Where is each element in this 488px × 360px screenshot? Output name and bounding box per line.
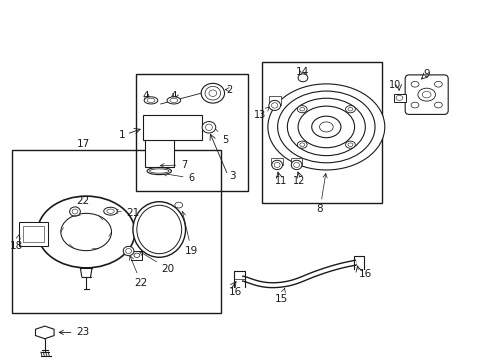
Bar [271,158,283,165]
Text: 18: 18 [10,235,23,251]
Ellipse shape [271,160,282,170]
Text: 2: 2 [225,85,232,95]
Bar [290,158,302,165]
Ellipse shape [144,97,158,104]
Text: 14: 14 [295,67,308,77]
Bar [143,115,201,140]
Text: 4: 4 [170,91,177,101]
Text: 16: 16 [228,287,242,297]
Ellipse shape [137,205,181,254]
Ellipse shape [147,167,171,175]
Ellipse shape [297,105,306,113]
Text: 20: 20 [139,251,174,274]
Ellipse shape [277,91,374,163]
Text: 22: 22 [75,196,89,212]
Ellipse shape [133,202,185,257]
Text: 15: 15 [274,288,287,304]
Text: 16: 16 [358,269,371,279]
Ellipse shape [297,141,306,148]
Text: 7: 7 [160,160,187,170]
Ellipse shape [291,160,302,170]
Ellipse shape [268,100,280,111]
Ellipse shape [69,207,80,216]
Ellipse shape [38,196,135,268]
Ellipse shape [345,105,355,113]
Bar [12,149,221,313]
Text: 19: 19 [181,211,198,256]
Text: 21: 21 [114,208,140,218]
Ellipse shape [345,141,355,148]
Ellipse shape [417,88,434,101]
Text: 22: 22 [129,256,147,288]
Ellipse shape [267,84,384,170]
Bar [268,96,280,105]
Text: 8: 8 [316,174,326,215]
Bar [261,62,382,203]
Ellipse shape [123,246,134,256]
Ellipse shape [410,81,418,87]
Ellipse shape [311,116,340,138]
Ellipse shape [134,253,140,257]
Ellipse shape [433,102,441,108]
FancyBboxPatch shape [405,75,447,114]
Ellipse shape [298,74,307,82]
Text: 6: 6 [163,172,194,183]
Text: 23: 23 [59,327,89,337]
Ellipse shape [103,207,117,215]
Ellipse shape [201,84,224,103]
Text: 9: 9 [423,69,429,79]
Ellipse shape [167,97,181,104]
Polygon shape [36,326,54,339]
Text: 1: 1 [118,130,125,140]
Bar [144,139,174,167]
Text: 10: 10 [388,80,401,90]
Bar [20,222,48,246]
Ellipse shape [61,213,111,251]
Bar [136,74,248,191]
Ellipse shape [175,202,182,208]
Text: 13: 13 [254,107,269,121]
Text: 17: 17 [77,139,90,149]
Ellipse shape [433,81,441,87]
Text: 3: 3 [228,171,235,181]
Text: 4: 4 [142,91,149,101]
Ellipse shape [410,102,418,108]
Text: 11: 11 [274,176,286,186]
Ellipse shape [202,122,215,133]
Bar [393,94,405,102]
Bar [23,226,44,242]
Ellipse shape [287,98,365,156]
Text: 12: 12 [292,176,305,186]
Text: 5: 5 [211,125,228,145]
Ellipse shape [298,106,354,148]
